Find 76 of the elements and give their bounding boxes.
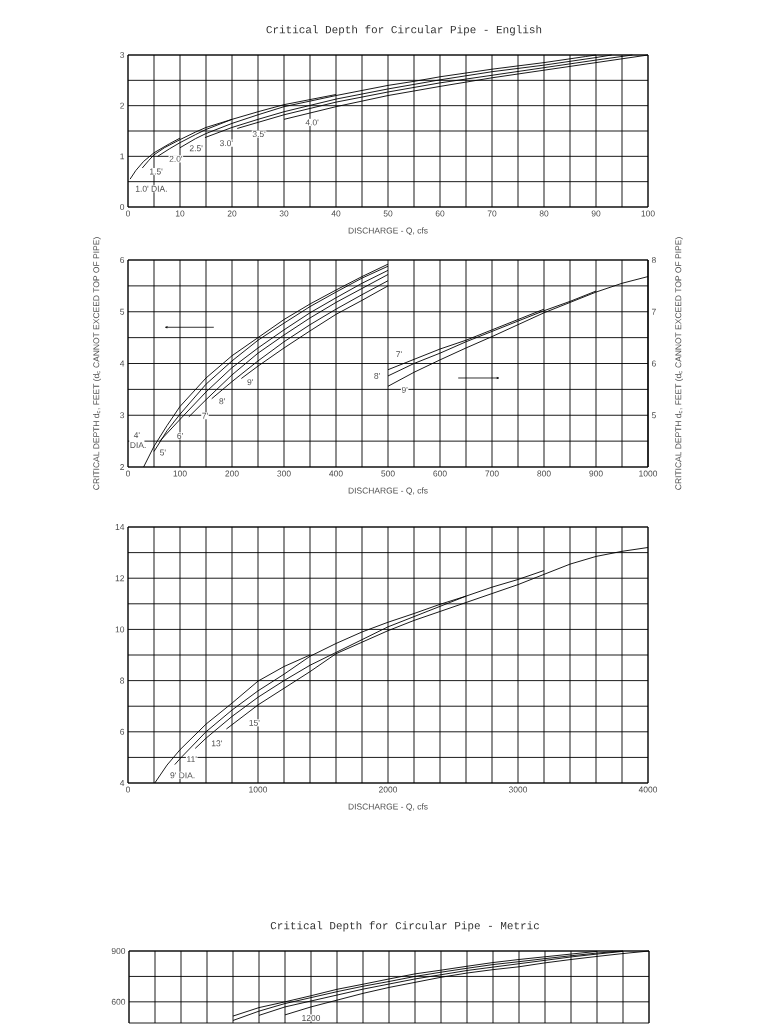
x-tick-label: 800 (537, 470, 551, 477)
annotation: 11' (187, 756, 197, 763)
annotation: 9' (401, 386, 408, 393)
x-axis-title: DISCHARGE - Q, cfs (348, 227, 428, 236)
annotation: 2.5' (189, 145, 203, 152)
x-tick-label: 100 (641, 210, 655, 217)
chart-title: Critical Depth for Circular Pipe - Metric (270, 921, 539, 932)
x-tick-label: 50 (383, 210, 393, 217)
x-tick-label: 60 (435, 210, 445, 217)
y-tick-label: 2 (120, 464, 125, 470)
x-tick-label: 2000 (379, 786, 398, 793)
y-tick-label: 3 (120, 52, 125, 58)
y-tick-label: 4 (119, 780, 125, 786)
y-tick-label: 5 (120, 308, 125, 315)
y-tick-label: 0 (120, 204, 125, 210)
annotation: 13' (211, 740, 222, 747)
y-tick-label: 10 (115, 626, 125, 633)
x-tick-label: 3000 (508, 786, 528, 793)
x-tick-label: 90 (591, 210, 601, 217)
annotation: 3.0' (219, 140, 233, 147)
x-tick-label: 200 (225, 470, 239, 477)
annotation: 9' (247, 379, 253, 386)
x-tick-label: 4000 (638, 786, 658, 793)
y2-tick-label: 5 (651, 412, 656, 419)
y-tick-label: 6 (120, 728, 125, 735)
annotation: 1.0' DIA. (135, 185, 167, 192)
x-tick-label: 500 (381, 470, 395, 477)
x-tick-label: 70 (487, 210, 497, 217)
annotation: 15' (249, 719, 260, 726)
x-tick-label: 0 (125, 786, 131, 793)
x-tick-label: 10 (175, 210, 185, 217)
annotation: 1.5' (150, 168, 163, 175)
x-tick-label: 40 (331, 210, 341, 217)
y-tick-label: 12 (115, 575, 125, 582)
x-tick-label: 700 (485, 470, 499, 477)
annotation: 7' (202, 412, 208, 419)
annotation: 1200 (302, 1014, 321, 1021)
x-axis-title: DISCHARGE - Q, cfs (348, 803, 428, 812)
y-tick-label: 2 (120, 102, 125, 109)
y-tick-label: 600 (111, 998, 126, 1005)
annotation: 3.5' (252, 131, 266, 138)
x-tick-label: 1000 (249, 786, 268, 793)
chart-title: Critical Depth for Circular Pipe - English (266, 25, 542, 36)
y2-tick-label: 7 (651, 308, 656, 315)
y-axis-title: CRITICAL DEPTH d$_{c}$, FEET (d$_{c}$ CANNOT EXCEED TOP OF PIPE) (93, 237, 101, 490)
x-tick-label: 0 (125, 470, 131, 477)
x-tick-label: 0 (125, 210, 131, 217)
y2-axis-title: CRITICAL DEPTH d$_{c}$, FEET (d$_{c}$ CANNOT EXCEED TOP OF PIPE) (675, 237, 683, 490)
annotation: 7' (396, 351, 402, 358)
x-tick-label: 30 (279, 210, 289, 217)
annotation: 2.0' (169, 155, 183, 162)
y2-tick-label: 6 (651, 360, 656, 367)
x-tick-label: 20 (227, 210, 237, 217)
y-tick-label: 1 (120, 153, 125, 160)
annotation: 5' (160, 449, 166, 456)
y-tick-label: 14 (115, 524, 125, 530)
x-tick-label: 900 (589, 470, 603, 477)
y2-tick-label: 8 (651, 257, 656, 263)
annotation: 8' (374, 372, 380, 379)
x-axis-title: DISCHARGE - Q, cfs (348, 487, 428, 496)
y-tick-label: 6 (120, 257, 125, 263)
x-tick-label: 400 (329, 470, 343, 477)
annotation: 6' (177, 432, 183, 439)
x-tick-label: 300 (277, 470, 291, 477)
annotation: 8' (219, 398, 225, 405)
annotation: 9' DIA. (170, 772, 195, 779)
y-tick-label: 3 (120, 412, 125, 419)
y-tick-label: 900 (111, 948, 126, 955)
y-tick-label: 4 (119, 360, 125, 367)
x-tick-label: 80 (539, 210, 549, 217)
x-tick-label: 100 (173, 470, 187, 477)
y-tick-label: 8 (120, 677, 125, 684)
x-tick-label: 1000 (639, 470, 658, 477)
annotation: 4.0' (305, 119, 319, 126)
x-tick-label: 600 (433, 470, 447, 477)
annotation: 4' DIA. (130, 432, 146, 448)
